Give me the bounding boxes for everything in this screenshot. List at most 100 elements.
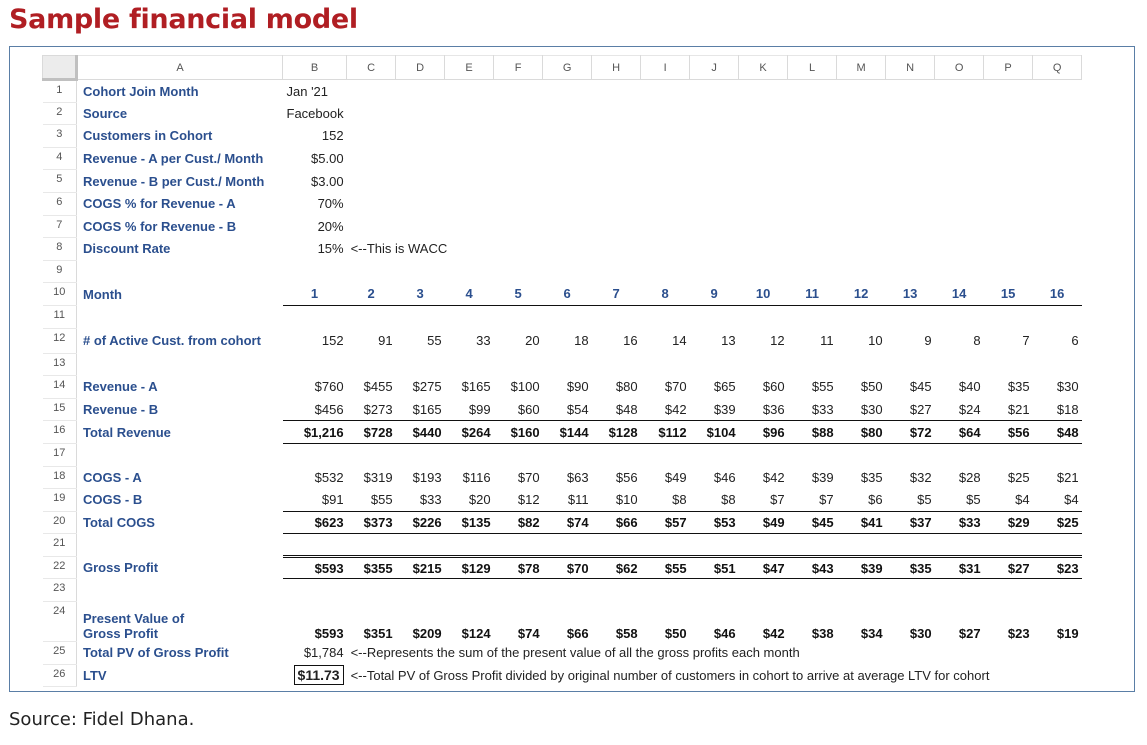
row-number[interactable]: 5 bbox=[42, 169, 77, 193]
empty-cell[interactable] bbox=[788, 192, 837, 215]
row-number[interactable]: 22 bbox=[42, 556, 77, 580]
month-cell[interactable]: 9 bbox=[689, 282, 739, 306]
empty-cell[interactable] bbox=[641, 192, 690, 215]
value-cell[interactable]: $39 bbox=[713, 401, 736, 417]
empty-cell[interactable] bbox=[886, 80, 935, 103]
empty-cell[interactable] bbox=[77, 305, 283, 328]
value-cell[interactable]: $5 bbox=[966, 492, 981, 508]
value-cell[interactable]: $728 bbox=[346, 420, 396, 444]
empty-cell[interactable] bbox=[984, 353, 1033, 376]
value-cell[interactable]: $42 bbox=[762, 469, 785, 485]
row-number[interactable]: 12 bbox=[42, 328, 77, 354]
value-cell[interactable]: $36 bbox=[762, 401, 785, 417]
empty-cell[interactable] bbox=[886, 102, 935, 125]
month-cell[interactable]: 2 bbox=[346, 282, 396, 306]
empty-cell[interactable] bbox=[788, 579, 837, 602]
row-number[interactable]: 9 bbox=[42, 260, 77, 284]
value-cell[interactable]: $32 bbox=[909, 469, 932, 485]
row-number[interactable]: 2 bbox=[42, 102, 77, 126]
column-header-n[interactable]: N bbox=[885, 55, 936, 80]
value-cell[interactable]: $760 bbox=[314, 379, 344, 395]
value-cell[interactable]: $5 bbox=[917, 492, 932, 508]
empty-cell[interactable] bbox=[494, 534, 543, 557]
value-cell[interactable]: $70 bbox=[664, 379, 687, 395]
empty-cell[interactable] bbox=[837, 260, 886, 283]
row-number[interactable]: 15 bbox=[42, 398, 77, 422]
empty-cell[interactable] bbox=[984, 260, 1033, 283]
value-cell[interactable]: $28 bbox=[958, 469, 981, 485]
empty-cell[interactable] bbox=[445, 147, 494, 170]
empty-cell[interactable] bbox=[690, 579, 739, 602]
empty-cell[interactable] bbox=[347, 215, 396, 238]
empty-cell[interactable] bbox=[837, 170, 886, 193]
row-number[interactable]: 14 bbox=[42, 375, 77, 399]
empty-cell[interactable] bbox=[1033, 102, 1082, 125]
value-cell[interactable]: $48 bbox=[615, 401, 638, 417]
value-cell[interactable]: $27 bbox=[909, 401, 932, 417]
row-label[interactable]: Total Revenue bbox=[83, 424, 171, 440]
empty-cell[interactable] bbox=[1033, 170, 1082, 193]
empty-cell[interactable] bbox=[1033, 579, 1082, 602]
empty-cell[interactable] bbox=[283, 579, 347, 602]
row-number[interactable]: 4 bbox=[42, 147, 77, 171]
empty-cell[interactable] bbox=[788, 147, 837, 170]
ltv-value[interactable]: $11.73 bbox=[283, 664, 347, 687]
empty-cell[interactable] bbox=[347, 102, 396, 125]
empty-cell[interactable] bbox=[1033, 215, 1082, 238]
value-cell[interactable]: $8 bbox=[672, 492, 687, 508]
value-cell[interactable]: $72 bbox=[885, 420, 935, 444]
empty-cell[interactable] bbox=[739, 102, 788, 125]
empty-cell[interactable] bbox=[739, 125, 788, 148]
value-cell[interactable]: 10 bbox=[868, 333, 883, 349]
empty-cell[interactable] bbox=[592, 215, 641, 238]
empty-cell[interactable] bbox=[935, 147, 984, 170]
row-label[interactable]: Revenue - B per Cust./ Month bbox=[83, 173, 265, 189]
value-cell[interactable]: 14 bbox=[672, 333, 687, 349]
row-number[interactable]: 1 bbox=[42, 79, 77, 103]
value-cell[interactable]: $39 bbox=[836, 554, 886, 580]
value-cell[interactable]: $53 bbox=[689, 510, 739, 535]
value-cell[interactable]: $11 bbox=[567, 492, 589, 508]
value-cell[interactable]: 91 bbox=[378, 333, 393, 349]
row-label[interactable]: Gross Profit bbox=[83, 560, 159, 576]
row-number[interactable]: 13 bbox=[42, 353, 77, 377]
value-cell[interactable]: $440 bbox=[395, 420, 445, 444]
input-value[interactable]: 152 bbox=[321, 128, 344, 144]
value-cell[interactable]: $35 bbox=[860, 469, 883, 485]
empty-cell[interactable] bbox=[886, 579, 935, 602]
empty-cell[interactable] bbox=[690, 215, 739, 238]
empty-cell[interactable] bbox=[886, 238, 935, 261]
value-cell[interactable]: 18 bbox=[574, 333, 589, 349]
value-cell[interactable]: $116 bbox=[462, 469, 491, 485]
empty-cell[interactable] bbox=[543, 170, 592, 193]
empty-cell[interactable] bbox=[739, 192, 788, 215]
row-number[interactable]: 26 bbox=[42, 664, 77, 688]
month-cell[interactable]: 11 bbox=[787, 282, 837, 306]
value-cell[interactable]: $35 bbox=[885, 554, 935, 580]
empty-cell[interactable] bbox=[984, 170, 1033, 193]
empty-cell[interactable] bbox=[886, 192, 935, 215]
value-cell[interactable]: $165 bbox=[461, 379, 491, 395]
empty-cell[interactable] bbox=[984, 215, 1033, 238]
empty-cell[interactable] bbox=[886, 534, 935, 557]
value-cell[interactable]: $78 bbox=[493, 554, 543, 580]
empty-cell[interactable] bbox=[739, 215, 788, 238]
value-cell[interactable]: $355 bbox=[346, 554, 396, 580]
value-cell[interactable]: $48 bbox=[1032, 420, 1082, 444]
empty-cell[interactable] bbox=[445, 534, 494, 557]
month-cell[interactable]: 1 bbox=[282, 282, 347, 306]
empty-cell[interactable] bbox=[690, 238, 739, 261]
row-number[interactable]: 7 bbox=[42, 215, 77, 239]
empty-cell[interactable] bbox=[77, 353, 283, 376]
empty-cell[interactable] bbox=[543, 192, 592, 215]
empty-cell[interactable] bbox=[837, 305, 886, 328]
empty-cell[interactable] bbox=[641, 534, 690, 557]
empty-cell[interactable] bbox=[494, 215, 543, 238]
empty-cell[interactable] bbox=[543, 125, 592, 148]
value-cell[interactable]: $55 bbox=[370, 492, 393, 508]
row-label[interactable]: Month bbox=[83, 286, 122, 302]
value-cell[interactable]: $96 bbox=[738, 420, 788, 444]
empty-cell[interactable] bbox=[77, 260, 283, 283]
empty-cell[interactable] bbox=[886, 260, 935, 283]
empty-cell[interactable] bbox=[984, 534, 1033, 557]
